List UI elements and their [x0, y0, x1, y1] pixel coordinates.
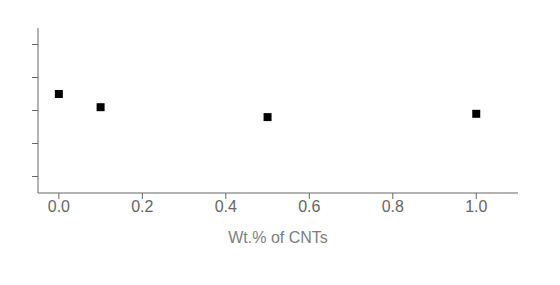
svg-text:0.6: 0.6	[298, 198, 320, 215]
svg-text:1.0: 1.0	[465, 198, 487, 215]
svg-text:0.4: 0.4	[215, 198, 237, 215]
svg-text:0.8: 0.8	[382, 198, 404, 215]
svg-text:0.0: 0.0	[48, 198, 70, 215]
svg-text:0.2: 0.2	[131, 198, 153, 215]
svg-text:Wt.% of CNTs: Wt.% of CNTs	[228, 229, 328, 246]
